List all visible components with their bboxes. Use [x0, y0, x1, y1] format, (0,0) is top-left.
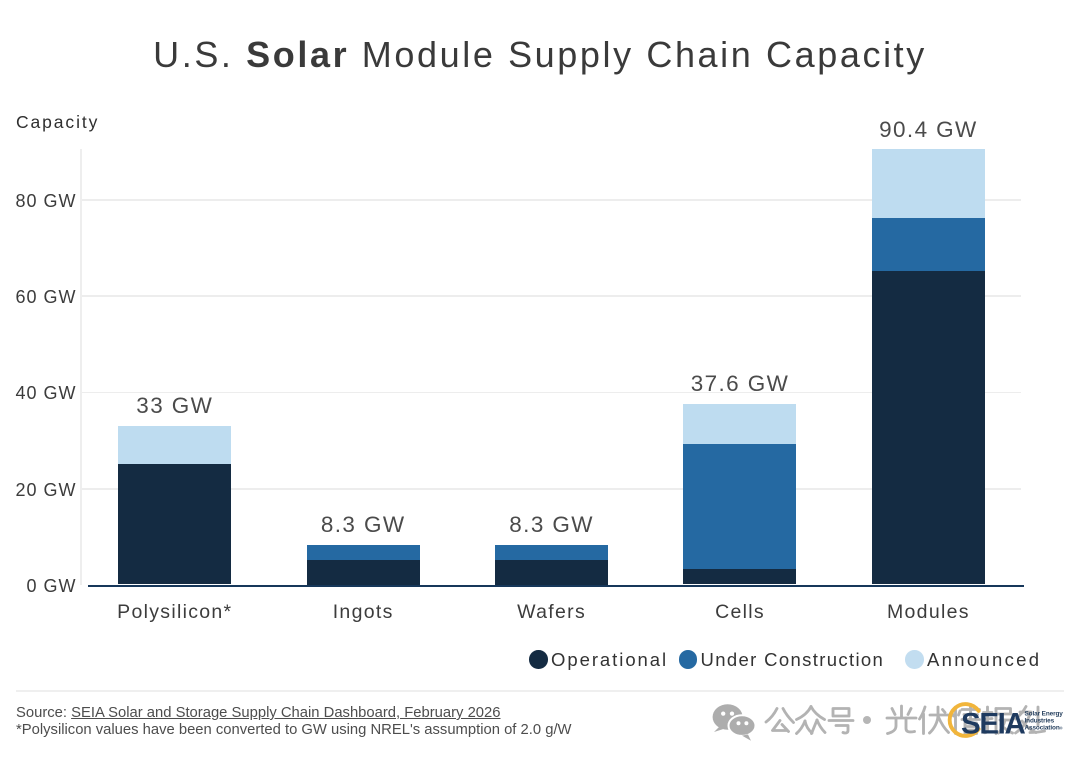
- svg-text:Industries: Industries: [1025, 717, 1055, 724]
- svg-text:SEIA: SEIA: [961, 708, 1025, 741]
- svg-text:Association®: Association®: [1025, 724, 1063, 731]
- svg-text:Solar Energy: Solar Energy: [1025, 710, 1064, 717]
